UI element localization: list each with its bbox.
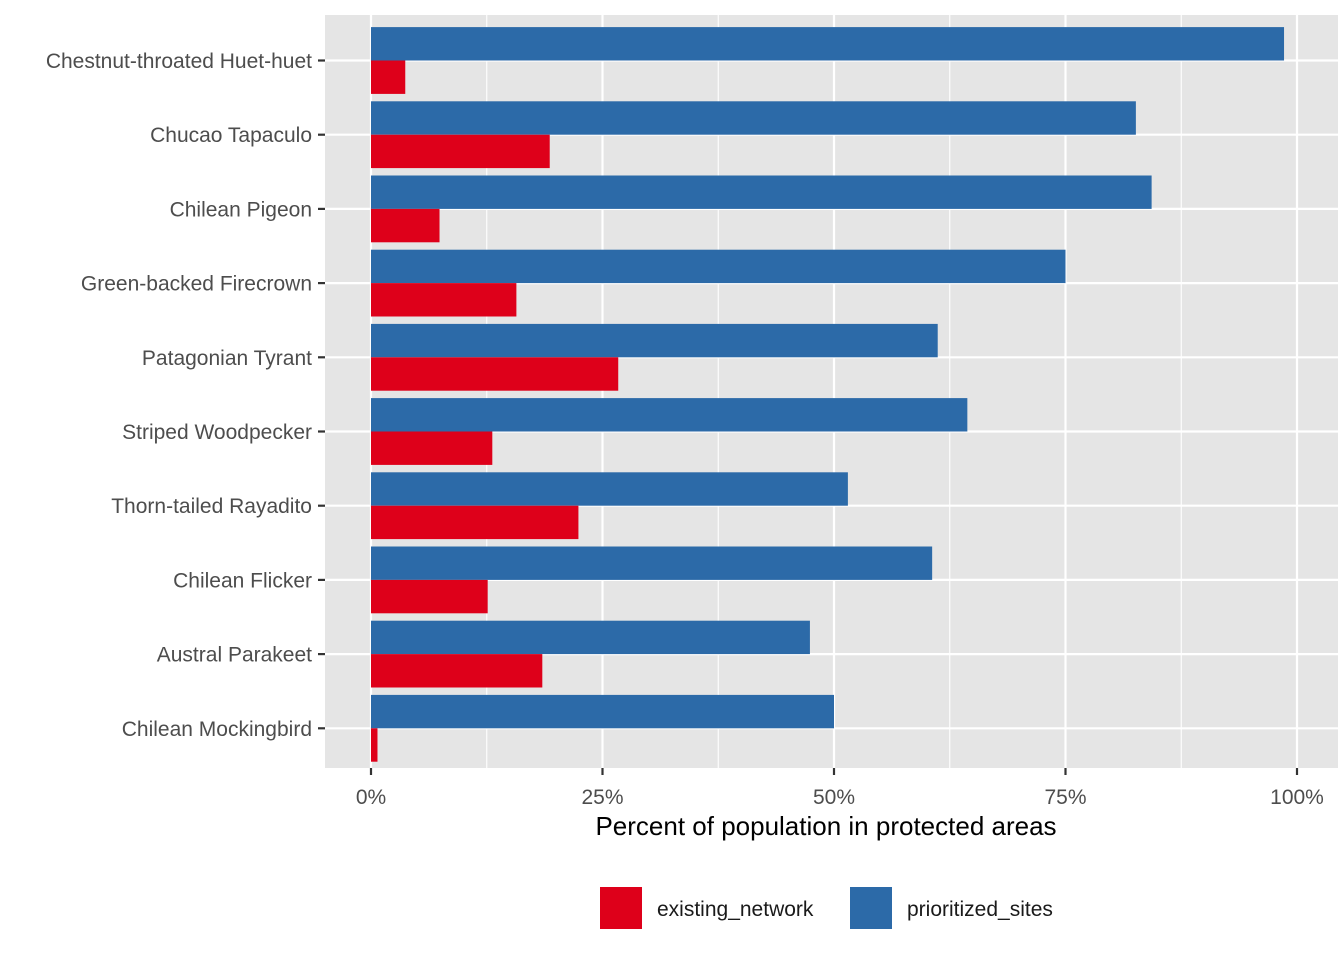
legend-key-existing-network — [600, 887, 642, 929]
legend-key-prioritized-sites — [850, 887, 892, 929]
bar-existing-network — [371, 208, 440, 243]
bars — [371, 27, 1285, 762]
x-tick-label: 50% — [813, 786, 855, 809]
bar-existing-network — [371, 728, 378, 762]
y-tick-label: Chestnut-throated Huet-huet — [46, 50, 312, 73]
legend-label: existing_network — [657, 898, 814, 921]
legend-label: prioritized_sites — [907, 898, 1053, 921]
bar-existing-network — [371, 654, 543, 688]
bar-prioritized-sites — [371, 27, 1285, 61]
bar-existing-network — [371, 357, 619, 391]
bar-prioritized-sites — [371, 694, 834, 729]
x-tick-label: 100% — [1270, 786, 1324, 809]
bar-existing-network — [371, 134, 550, 169]
y-tick-label: Thorn-tailed Rayadito — [111, 495, 312, 518]
x-axis-title: Percent of population in protected areas — [595, 811, 1056, 841]
bar-prioritized-sites — [371, 175, 1152, 209]
y-tick-label: Chilean Pigeon — [170, 198, 312, 221]
bar-prioritized-sites — [371, 249, 1066, 284]
x-tick-label: 0% — [356, 786, 386, 809]
bar-existing-network — [371, 431, 493, 465]
bar-prioritized-sites — [371, 323, 938, 358]
x-tick-label: 25% — [581, 786, 623, 809]
bar-existing-network — [371, 505, 579, 540]
bar-existing-network — [371, 283, 517, 317]
bar-prioritized-sites — [371, 472, 848, 506]
legend: existing_network prioritized_sites — [600, 887, 1053, 929]
x-tick-label: 75% — [1044, 786, 1086, 809]
bar-existing-network — [371, 579, 488, 614]
y-tick-label: Chucao Tapaculo — [150, 124, 312, 147]
bar-prioritized-sites — [371, 546, 933, 580]
y-tick-label: Chilean Mockingbird — [122, 718, 312, 741]
y-axis: Chestnut-throated Huet-huet Chucao Tapacu… — [46, 50, 325, 741]
y-tick-label: Striped Woodpecker — [122, 421, 312, 444]
y-tick-label: Austral Parakeet — [157, 644, 312, 667]
y-tick-label: Chilean Flicker — [173, 569, 312, 592]
bar-prioritized-sites — [371, 398, 968, 432]
bar-prioritized-sites — [371, 620, 810, 655]
y-tick-label: Green-backed Firecrown — [81, 273, 312, 296]
bar-prioritized-sites — [371, 101, 1136, 135]
bar-existing-network — [371, 60, 406, 94]
x-axis: 0% 25% 50% 75% 100% — [356, 768, 1324, 809]
y-tick-label: Patagonian Tyrant — [142, 347, 312, 370]
